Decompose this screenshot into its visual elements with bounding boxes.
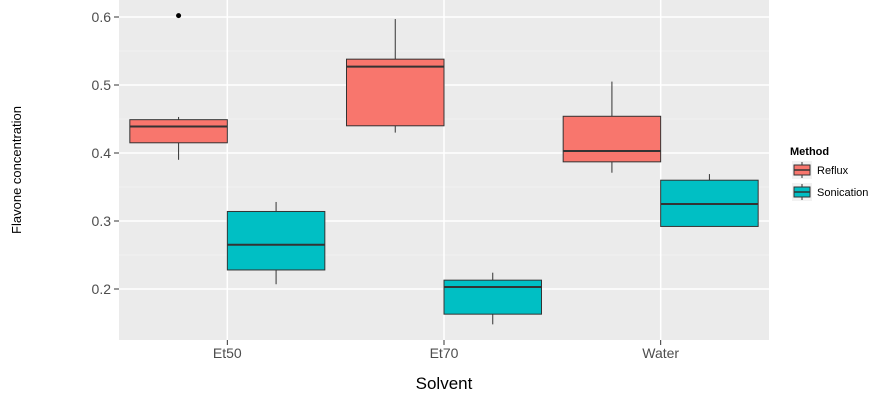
box-reflux-water [562,81,662,173]
legend: Method Reflux Sonication [790,146,868,201]
legend-label: Reflux [817,165,849,177]
outlier-point [176,13,182,19]
box-sonication-et50 [226,201,326,285]
box-iqr [562,115,662,163]
box-iqr [346,58,445,127]
legend-item-sonication: Sonication [792,183,868,201]
y-axis-ticks: 0.2 0.3 0.4 0.5 0.6 [92,9,119,297]
box-iqr [129,119,228,144]
legend-label: Sonication [817,187,868,199]
box-layer [129,13,759,325]
box-iqr [226,210,326,271]
x-axis-title: Solvent [416,374,473,393]
y-tick-label: 0.5 [92,77,112,93]
y-axis-title: Flavone concentration [9,106,24,234]
box-sonication-water [660,174,759,227]
y-tick-label: 0.6 [92,9,112,25]
y-tick-label: 0.2 [92,281,112,297]
y-tick-label: 0.3 [92,213,112,229]
x-axis-ticks: Et50 Et70 Water [213,340,679,361]
x-tick-label: Et70 [430,345,459,361]
legend-title: Method [790,146,829,158]
y-tick-label: 0.4 [92,145,112,161]
box-sonication-et70 [443,272,542,325]
x-tick-label: Et50 [213,345,242,361]
box-reflux-et50 [129,13,228,160]
x-tick-label: Water [642,345,679,361]
box-iqr [443,279,542,315]
legend-item-reflux: Reflux [792,161,849,179]
box-reflux-et70 [346,19,445,133]
